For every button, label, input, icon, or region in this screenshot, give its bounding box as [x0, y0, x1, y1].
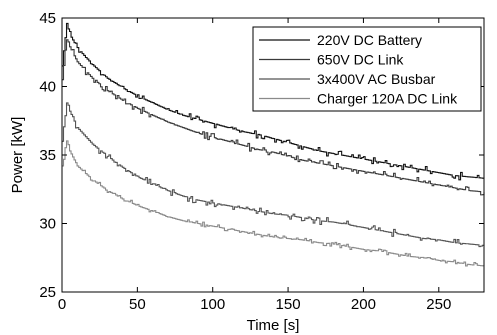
x-tick-label: 150 — [276, 296, 301, 313]
legend-label: 650V DC Link — [317, 52, 404, 68]
x-tick-label: 100 — [200, 296, 225, 313]
x-tick-label: 200 — [351, 296, 376, 313]
series-layer — [62, 22, 485, 267]
x-axis-label: Time [s] — [247, 317, 300, 334]
legend-label: 220V DC Battery — [317, 32, 422, 48]
x-tick-label: 0 — [58, 296, 66, 313]
legend-box — [252, 26, 482, 112]
series-line-4 — [62, 140, 485, 267]
ticks-layer: 0 50 100 150 200 250 25 30 35 40 45 — [39, 10, 484, 313]
y-tick-label: 40 — [39, 79, 56, 96]
y-tick-label: 30 — [39, 216, 56, 233]
x-tick-label: 50 — [129, 296, 146, 313]
x-tick-label: 250 — [426, 296, 451, 313]
series-line-1 — [62, 22, 485, 181]
legend-label: Charger 120A DC Link — [317, 91, 458, 107]
legend-label: 3x400V AC Busbar — [317, 71, 436, 87]
legend-items: 220V DC Battery 650V DC Link 3x400V AC Bus… — [259, 32, 458, 107]
legend: 220V DC Battery 650V DC Link 3x400V AC Bus… — [252, 26, 482, 112]
y-axis-label: Power [kW] — [9, 117, 26, 194]
series-line-2 — [62, 39, 485, 196]
y-tick-label: 45 — [39, 10, 56, 27]
y-tick-label: 35 — [39, 147, 56, 164]
y-tick-label: 25 — [39, 284, 56, 301]
series-line-3 — [62, 102, 485, 248]
